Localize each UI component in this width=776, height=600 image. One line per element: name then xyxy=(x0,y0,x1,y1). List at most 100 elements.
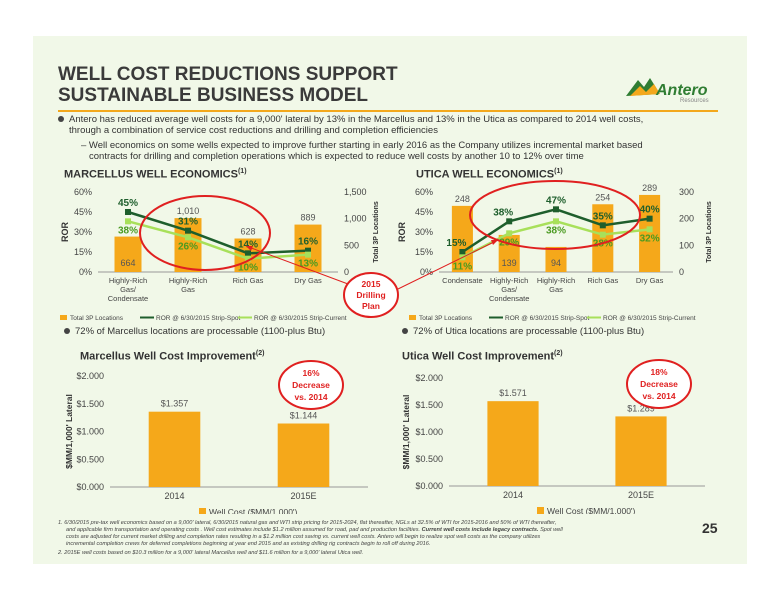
bar xyxy=(277,423,330,487)
bar-value-label: $1.289 xyxy=(627,403,655,413)
bar-value-label: 1,010 xyxy=(177,206,200,216)
series-data-label: 38% xyxy=(493,207,513,218)
marcellus-cost-title: Marcellus Well Cost Improvement(2) xyxy=(80,350,265,363)
utica-econ-title: UTICA WELL ECONOMICS(1) xyxy=(416,168,563,181)
y-tick-label: $0.000 xyxy=(415,481,443,491)
y-tick-label: $1.500 xyxy=(76,399,104,409)
series-data-label: 35% xyxy=(593,211,613,222)
legend-swatch xyxy=(409,315,416,320)
y-axis-title: $MM/1,000' Lateral xyxy=(401,395,411,470)
x-tick-label: 2014 xyxy=(503,490,523,500)
y-tick-label: 30% xyxy=(74,227,92,237)
y2-tick-label: 500 xyxy=(344,240,359,250)
footnote-1: 1. 6/30/2015 pre-tax well economics base… xyxy=(58,520,698,548)
logo-name: Antero xyxy=(656,82,708,99)
y-axis-title: ROR xyxy=(60,222,70,243)
x-tick-label: Highly-Rich xyxy=(490,276,528,285)
sub-bullet-text-1: – Well economics on some wells expected … xyxy=(81,140,643,151)
footnote-1-line-1: 1. 6/30/2015 pre-tax well economics base… xyxy=(58,520,557,526)
x-tick-label: Gas xyxy=(181,285,195,294)
bar-value-label: 289 xyxy=(642,183,657,193)
series-point xyxy=(506,218,513,225)
bar xyxy=(639,194,661,272)
legend-swatch xyxy=(199,508,206,514)
series-point xyxy=(646,215,653,222)
y-axis-title: ROR xyxy=(397,222,407,243)
series-point xyxy=(125,218,131,225)
bullet-dot-icon xyxy=(402,328,408,335)
bar-value-label: 94 xyxy=(551,258,561,268)
y-tick-label: $1.000 xyxy=(415,427,443,437)
footnote-1-line-2: and applicable firm transportation and o… xyxy=(66,527,563,533)
title-line-2: SUSTAINABLE BUSINESS MODEL xyxy=(58,85,369,106)
x-tick-label: Dry Gas xyxy=(294,276,322,285)
legend-label: Well Cost ($MM/1,000') xyxy=(547,506,636,514)
x-tick-label: Highly-Rich xyxy=(169,276,207,285)
x-tick-label: Highly-Rich xyxy=(537,276,575,285)
y2-axis-title: Total 3P Locations xyxy=(373,201,380,263)
x-tick-label: Gas xyxy=(549,285,563,294)
bar-value-label: $1.144 xyxy=(290,411,318,421)
y-tick-label: 15% xyxy=(74,247,92,257)
series-data-label: 26% xyxy=(178,241,198,252)
bar xyxy=(148,411,201,487)
series-data-label: 32% xyxy=(640,233,660,244)
legend-swatch xyxy=(537,507,544,514)
series-data-label: 14% xyxy=(238,239,258,250)
series-data-label: 31% xyxy=(178,217,198,228)
series-data-label: 29% xyxy=(499,237,519,248)
y-tick-label: 60% xyxy=(415,187,433,197)
series-data-label: 13% xyxy=(298,259,318,270)
x-tick-label: 2015E xyxy=(290,491,316,501)
y2-tick-label: 200 xyxy=(679,214,694,224)
footnote-1-line-4: incremental completion crews for deferre… xyxy=(66,541,431,547)
legend-label: ROR @ 6/30/2015 Strip-Current xyxy=(603,315,696,322)
y-tick-label: $1.000 xyxy=(76,427,104,437)
bullet-dot-icon xyxy=(58,116,64,123)
bar-value-label: $1.571 xyxy=(499,388,527,398)
y-tick-label: $2.000 xyxy=(415,373,443,383)
y-tick-label: 45% xyxy=(415,207,433,217)
series-point xyxy=(599,231,606,238)
x-tick-label: 2015E xyxy=(628,490,654,500)
legend-swatch xyxy=(60,315,67,320)
series-data-label: 10% xyxy=(238,263,258,274)
marcellus-cost-chart: $0.000 $0.500 $1.000 $1.500 $2.000 $MM/1,000'… xyxy=(64,371,368,514)
bar xyxy=(487,401,539,486)
utica-cost-title: Utica Well Cost Improvement(2) xyxy=(402,350,563,363)
bar-value-label: $1.357 xyxy=(161,399,189,409)
legend-label: ROR @ 6/30/2015 Strip-Current xyxy=(254,315,347,322)
y-tick-label: 0% xyxy=(420,267,433,277)
series-point xyxy=(305,251,311,258)
x-tick-label: Condensate xyxy=(489,294,529,303)
y2-tick-label: 0 xyxy=(679,267,684,277)
y2-axis-title: Total 3P Locations xyxy=(706,201,713,263)
x-tick-label: Condensate xyxy=(442,276,482,285)
series-data-label: 15% xyxy=(446,238,466,249)
bar-value-label: 248 xyxy=(455,194,470,204)
series-data-label: 38% xyxy=(546,225,566,236)
main-bullet: Antero has reduced average well costs fo… xyxy=(58,114,643,136)
bar-value-label: 889 xyxy=(300,213,315,223)
sub-bullet-text-2: contracts for drilling and completion op… xyxy=(89,151,584,162)
marcellus-economics-chart: 0% 15% 30% 45% 60% 0 500 1,000 1,500 ROR Total 3P … xyxy=(60,187,380,322)
legend-label: Well Cost ($MM/1,000') xyxy=(209,507,298,514)
y-tick-label: $0.000 xyxy=(76,482,104,492)
x-tick-label: Highly-Rich xyxy=(109,276,147,285)
y-tick-label: $0.500 xyxy=(415,454,443,464)
legend-label: Total 3P Locations xyxy=(419,315,473,322)
series-point xyxy=(125,209,131,215)
series-point xyxy=(185,227,191,234)
y2-tick-label: 1,000 xyxy=(344,214,367,224)
legend-label: Total 3P Locations xyxy=(70,315,124,322)
bar-value-label: 139 xyxy=(502,258,517,268)
mountain-logo-icon xyxy=(626,78,660,96)
series-point xyxy=(553,218,559,225)
bullet-text-2: through a combination of service cost re… xyxy=(69,125,438,136)
utica-processable: 72% of Utica locations are processable (… xyxy=(402,326,644,337)
page-title: WELL COST REDUCTIONS SUPPORT SUSTAINABLE… xyxy=(58,64,398,106)
y-tick-label: 45% xyxy=(74,207,92,217)
y-tick-label: 0% xyxy=(79,267,92,277)
y2-tick-label: 0 xyxy=(344,267,349,277)
series-point xyxy=(553,206,559,213)
